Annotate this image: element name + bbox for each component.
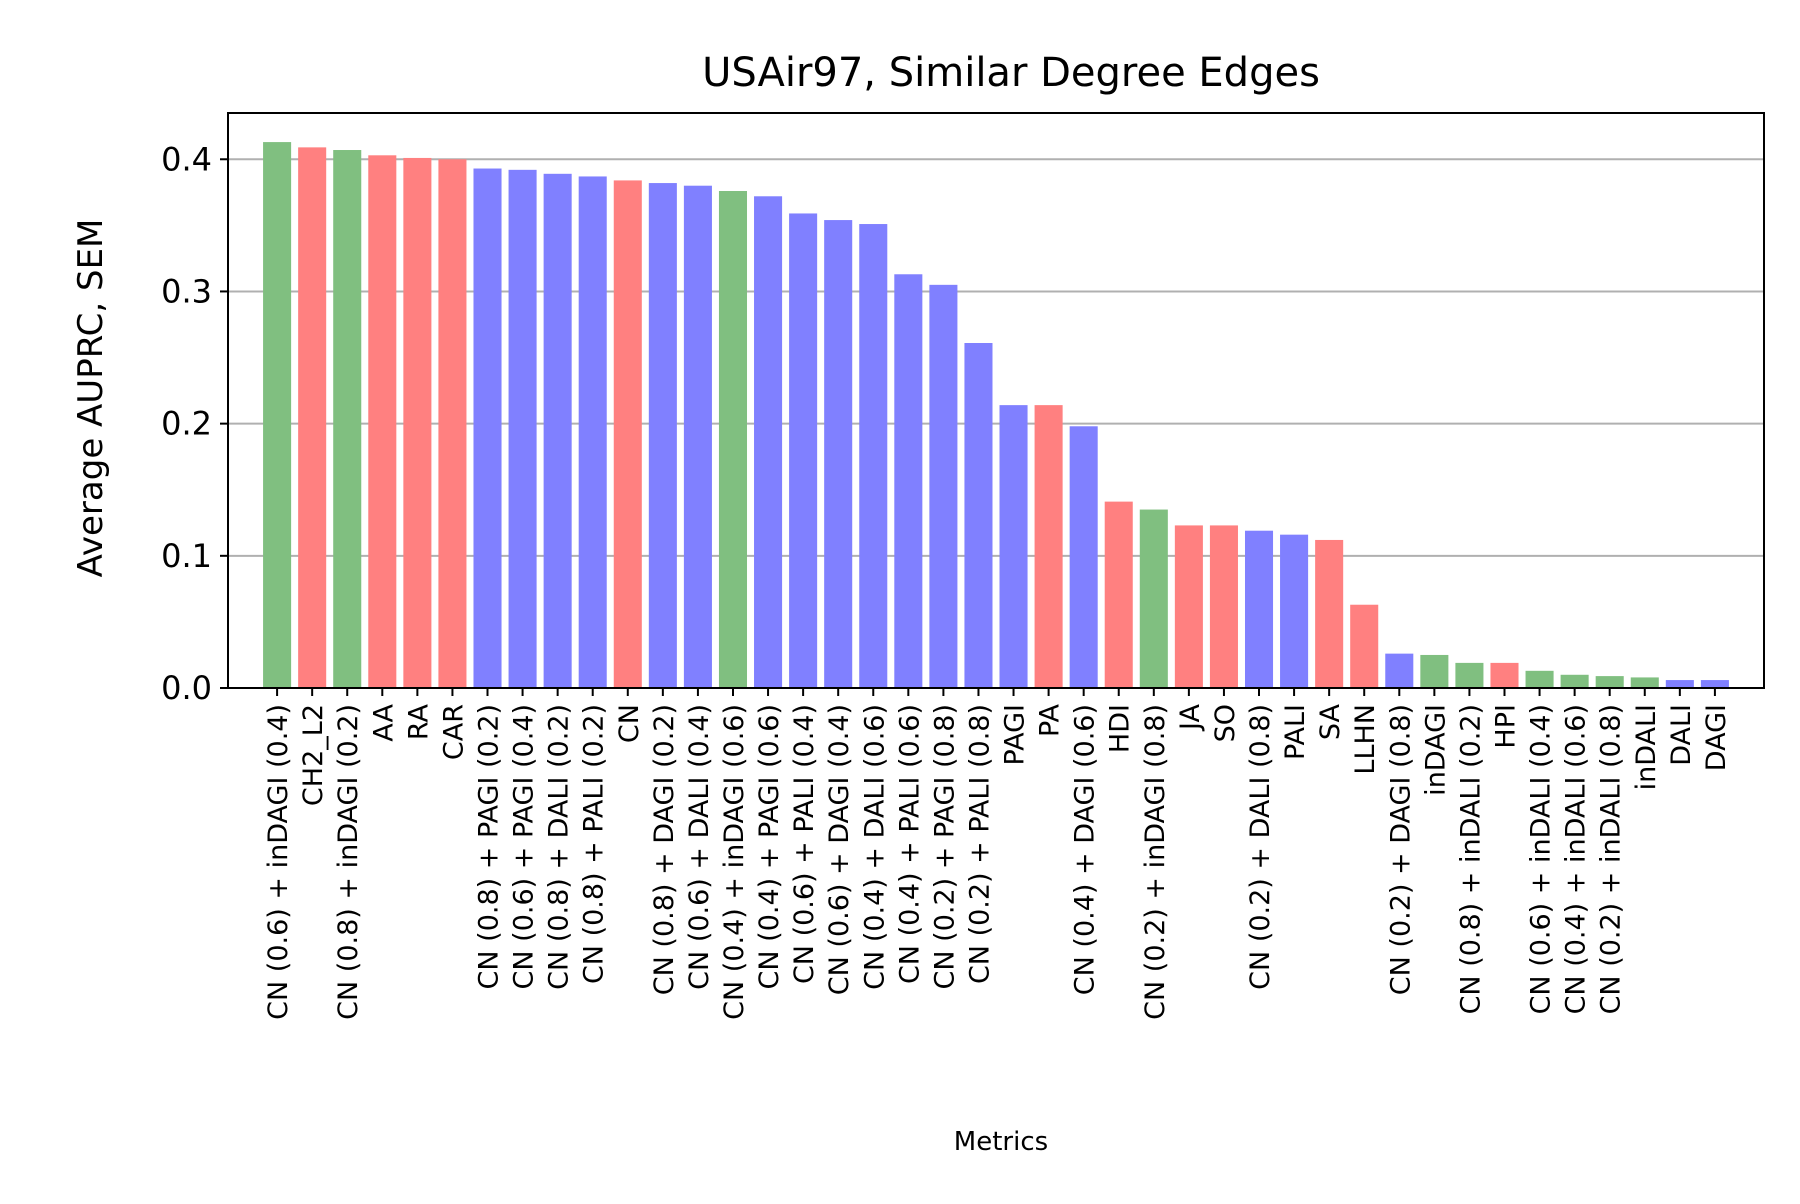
x-tick-label: CN (0.4) + inDALI (0.6) — [1561, 704, 1592, 1014]
x-tick-label: CN (0.8) + DAGI (0.2) — [649, 704, 680, 995]
x-tick-label: RA — [403, 703, 434, 740]
bar — [1560, 674, 1589, 688]
bar — [1139, 509, 1168, 688]
bar — [1174, 525, 1203, 688]
x-tick-label: HDI — [1105, 704, 1136, 753]
y-tick-label: 0.0 — [161, 669, 212, 707]
x-tick-label: CN (0.2) + PALI (0.8) — [964, 704, 995, 984]
bar — [1244, 530, 1274, 688]
bar — [578, 176, 607, 688]
x-tick-label: CN (0.8) + inDAGI (0.2) — [333, 704, 364, 1020]
bar — [543, 173, 572, 689]
bar — [859, 224, 888, 688]
bar — [1385, 653, 1414, 688]
y-tick-label: 0.1 — [161, 537, 212, 575]
bar — [1700, 680, 1729, 688]
bar — [683, 185, 712, 688]
bar — [1280, 534, 1309, 688]
bar — [824, 220, 853, 688]
x-tick-label: inDALI — [1631, 704, 1662, 790]
bar — [929, 284, 958, 688]
x-tick-label: CN (0.8) + PALI (0.2) — [579, 704, 610, 984]
x-tick-label: CH2_L2 — [298, 704, 329, 806]
x-tick-label: LLHN — [1350, 704, 1381, 775]
x-tick-label: CAR — [438, 704, 469, 760]
x-tick-label: CN (0.6) + inDAGI (0.4) — [263, 704, 294, 1020]
bar — [1455, 662, 1484, 688]
x-tick-label: CN (0.6) + PAGI (0.4) — [509, 704, 540, 989]
bar — [508, 169, 537, 688]
bar — [999, 405, 1028, 688]
bar — [1209, 525, 1238, 688]
chart-title: USAir97, Similar Degree Edges — [702, 50, 1320, 96]
x-tick-label: CN (0.2) + inDAGI (0.8) — [1140, 704, 1171, 1020]
x-tick-label: AA — [368, 703, 399, 741]
x-tick-label: CN (0.8) + PAGI (0.2) — [474, 704, 505, 989]
x-tick-label: CN (0.8) + DALI (0.2) — [544, 704, 575, 990]
x-tick-label: CN (0.4) + DALI (0.6) — [859, 704, 890, 990]
x-tick-label: DAGI — [1701, 704, 1732, 771]
x-tick-label: SO — [1210, 704, 1241, 742]
bar — [333, 150, 362, 689]
bars — [263, 142, 1729, 689]
y-tick-label: 0.2 — [161, 405, 212, 443]
x-tick-label: CN (0.4) + DAGI (0.6) — [1070, 704, 1101, 995]
bar — [438, 159, 467, 688]
bar — [263, 142, 292, 689]
bar — [1420, 654, 1449, 688]
bar — [1104, 501, 1133, 688]
bar — [789, 213, 818, 688]
bar — [1490, 662, 1519, 688]
x-tick-label: CN (0.2) + PAGI (0.8) — [929, 704, 960, 989]
bar — [473, 168, 502, 689]
bar — [1069, 426, 1098, 688]
bar — [1525, 670, 1554, 688]
x-tick-label: CN (0.6) + DAGI (0.4) — [824, 704, 855, 995]
bar — [648, 183, 677, 688]
x-tick-label: CN (0.6) + inDALI (0.4) — [1526, 704, 1557, 1014]
x-tick-label: HPI — [1490, 704, 1521, 749]
x-tick-label: PALI — [1280, 704, 1311, 760]
x-axis-ticks: CN (0.6) + inDAGI (0.4) CH2_L2 CN (0.8) + … — [263, 688, 1732, 1020]
x-tick-label: CN (0.4) + inDAGI (0.6) — [719, 704, 750, 1020]
bar — [613, 180, 642, 688]
bar — [894, 274, 923, 688]
x-tick-label: CN (0.6) + DALI (0.4) — [684, 704, 715, 990]
bar — [964, 343, 993, 688]
bar — [1350, 604, 1379, 688]
bar — [368, 155, 397, 689]
y-axis-ticks: 0.0 0.1 0.2 0.3 0.4 — [161, 140, 228, 707]
x-axis-label: Metrics — [954, 1127, 1048, 1157]
bar — [718, 190, 748, 688]
bar — [754, 196, 783, 688]
x-tick-label: CN (0.2) + DAGI (0.8) — [1385, 704, 1416, 995]
y-tick-label: 0.4 — [161, 140, 212, 178]
x-tick-label: inDAGI — [1420, 704, 1451, 796]
x-tick-label: CN (0.8) + inDALI (0.2) — [1455, 704, 1486, 1014]
x-tick-label: PA — [1035, 703, 1066, 737]
x-tick-label: JA — [1175, 703, 1206, 731]
x-tick-label: CN (0.4) + PALI (0.6) — [894, 704, 925, 984]
y-axis-label: Average AUPRC, SEM — [71, 219, 111, 578]
x-tick-label: CN — [614, 704, 645, 743]
x-tick-label: PAGI — [1000, 704, 1031, 765]
bar — [1595, 676, 1624, 688]
bar — [1034, 405, 1063, 688]
y-tick-label: 0.3 — [161, 272, 212, 310]
bar — [298, 147, 327, 689]
x-tick-label: CN (0.6) + PALI (0.4) — [789, 704, 820, 984]
x-tick-label: CN (0.2) + inDALI (0.8) — [1596, 704, 1627, 1014]
plot-frame — [227, 112, 1765, 689]
x-tick-label: CN (0.4) + PAGI (0.6) — [754, 704, 785, 989]
bar — [403, 157, 432, 689]
bar — [1630, 677, 1659, 688]
x-tick-label: SA — [1315, 703, 1346, 740]
bar — [1665, 680, 1694, 688]
x-tick-label: DALI — [1666, 704, 1697, 766]
x-tick-label: CN (0.2) + DALI (0.8) — [1245, 704, 1276, 990]
bar — [1315, 539, 1344, 688]
